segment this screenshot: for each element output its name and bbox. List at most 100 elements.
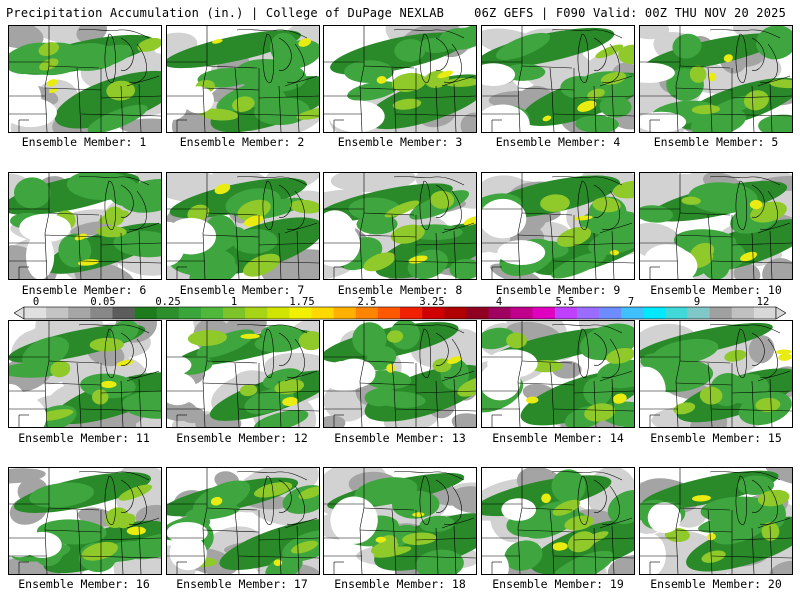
colorbar-tick-label: 12	[756, 296, 770, 308]
colorbar-swatch	[422, 307, 445, 319]
ensemble-map-panel[interactable]	[639, 467, 793, 575]
colorbar-swatch	[333, 307, 357, 319]
ensemble-map-panel[interactable]	[323, 467, 477, 575]
colorbar-tick-label: 0.25	[155, 296, 181, 308]
ensemble-map-panel[interactable]	[639, 25, 793, 133]
precip-map	[324, 468, 476, 574]
ensemble-map-panel[interactable]	[166, 172, 320, 280]
basemap-boundaries	[640, 173, 792, 279]
basemap-boundaries	[482, 26, 634, 132]
colorbar-swatch	[444, 307, 467, 319]
ensemble-member-label: Ensemble Member: 7	[179, 283, 305, 297]
colorbar-swatch	[466, 307, 489, 319]
ensemble-map-panel[interactable]	[323, 320, 477, 428]
precip-field	[640, 468, 792, 574]
ensemble-map-panel[interactable]	[481, 25, 635, 133]
page-title: Precipitation Accumulation (in.) | Colle…	[6, 6, 445, 20]
colorbar-swatch	[311, 307, 334, 319]
colorbar-swatch	[576, 307, 600, 319]
ensemble-map-panel[interactable]	[481, 320, 635, 428]
colorbar-tick-label: 3.25	[419, 296, 445, 308]
basemap-boundaries	[9, 321, 161, 427]
precip-field	[482, 321, 634, 427]
precip-field	[324, 321, 476, 427]
ensemble-map-panel[interactable]	[323, 25, 477, 133]
ensemble-member-label: Ensemble Member: 17	[176, 577, 308, 591]
precip-map	[324, 173, 476, 279]
colorbar-swatch	[488, 307, 511, 319]
colorbar-tick-label: 1	[230, 296, 238, 308]
precip-field	[324, 173, 476, 279]
colorbar-swatch	[599, 307, 622, 319]
ensemble-member-label: Ensemble Member: 11	[18, 431, 150, 445]
basemap-boundaries	[9, 468, 161, 574]
ensemble-map-panel[interactable]	[166, 467, 320, 575]
precip-map	[167, 321, 319, 427]
ensemble-member-label: Ensemble Member: 14	[492, 431, 624, 445]
basemap-boundaries	[482, 321, 634, 427]
colorbar-swatch	[731, 307, 755, 319]
ensemble-map-panel[interactable]	[481, 172, 635, 280]
precip-field	[167, 26, 319, 132]
colorbar-swatch	[156, 307, 180, 319]
basemap-boundaries	[9, 173, 161, 279]
basemap-boundaries	[324, 468, 476, 574]
precip-field	[167, 173, 319, 279]
colorbar-max-arrow	[775, 306, 786, 320]
basemap-boundaries	[324, 321, 476, 427]
basemap-boundaries	[640, 26, 792, 132]
basemap-boundaries	[9, 26, 161, 132]
colorbar-tick-label: 9	[693, 296, 701, 308]
colorbar-swatch	[68, 307, 91, 319]
basemap-boundaries	[167, 173, 319, 279]
ensemble-map-panel[interactable]	[166, 320, 320, 428]
precip-map	[324, 26, 476, 132]
colorbar-tick-label: 2.5	[357, 296, 377, 308]
ensemble-map-panel[interactable]	[481, 467, 635, 575]
precip-map	[640, 173, 792, 279]
precip-map	[167, 26, 319, 132]
ensemble-map-panel[interactable]	[323, 172, 477, 280]
ensemble-member-label: Ensemble Member: 5	[653, 135, 779, 149]
ensemble-map-panel[interactable]	[166, 25, 320, 133]
ensemble-map-panel[interactable]	[8, 172, 162, 280]
ensemble-map-panel[interactable]	[8, 320, 162, 428]
colorbar-swatch	[24, 307, 47, 319]
precip-map	[640, 468, 792, 574]
colorbar-swatch	[621, 307, 644, 319]
precip-map	[482, 321, 634, 427]
precip-map	[9, 26, 161, 132]
precip-field	[9, 468, 161, 574]
colorbar-swatch	[46, 307, 69, 319]
colorbar-tick-label: 1.75	[289, 296, 315, 308]
ensemble-member-label: Ensemble Member: 8	[337, 283, 463, 297]
ensemble-member-label: Ensemble Member: 1	[21, 135, 147, 149]
precip-field	[9, 173, 161, 279]
precip-map	[640, 26, 792, 132]
ensemble-member-label: Ensemble Member: 6	[21, 283, 147, 297]
basemap-boundaries	[482, 173, 634, 279]
precip-map	[167, 468, 319, 574]
ensemble-member-label: Ensemble Member: 20	[650, 577, 782, 591]
colorbar-swatch	[510, 307, 534, 319]
ensemble-map-panel[interactable]	[639, 320, 793, 428]
colorbar-swatch	[134, 307, 158, 319]
model-run-label: 06Z GEFS | F090 Valid: 00Z THU NOV 20 20…	[474, 6, 786, 20]
ensemble-member-label: Ensemble Member: 19	[492, 577, 624, 591]
ensemble-member-label: Ensemble Member: 15	[650, 431, 782, 445]
precip-map	[9, 468, 161, 574]
colorbar-swatch	[223, 307, 246, 319]
colorbar-swatch	[200, 307, 224, 319]
ensemble-member-label: Ensemble Member: 10	[650, 283, 782, 297]
precip-field	[324, 26, 476, 132]
ensemble-member-label: Ensemble Member: 13	[334, 431, 466, 445]
ensemble-map-panel[interactable]	[639, 172, 793, 280]
basemap-boundaries	[482, 468, 634, 574]
basemap-boundaries	[324, 26, 476, 132]
precip-field	[482, 468, 634, 574]
precip-map	[9, 173, 161, 279]
ensemble-map-panel[interactable]	[8, 467, 162, 575]
precip-field	[324, 468, 476, 574]
ensemble-map-panel[interactable]	[8, 25, 162, 133]
basemap-boundaries	[324, 173, 476, 279]
